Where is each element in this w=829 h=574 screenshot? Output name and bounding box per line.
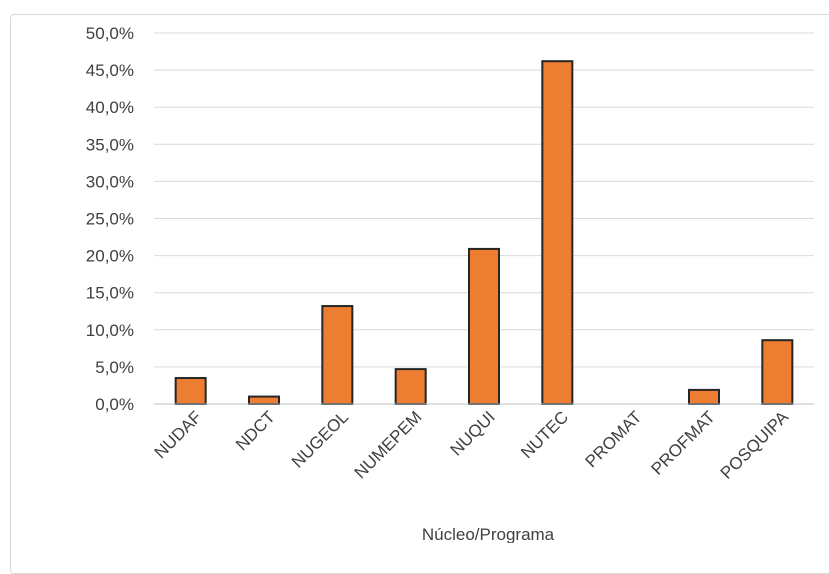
x-tick-label-nudaf: NUDAF bbox=[151, 407, 206, 462]
x-tick-label-ndct: NDCT bbox=[232, 407, 279, 454]
x-axis-title: Núcleo/Programa bbox=[422, 525, 555, 543]
bar-nugeol bbox=[321, 305, 354, 405]
bars bbox=[174, 60, 794, 406]
y-tick-label: 50,0% bbox=[86, 24, 134, 43]
bar-ndct bbox=[248, 395, 280, 405]
bar-nudaf bbox=[174, 377, 207, 405]
bar-chart: 0,0% 5,0% 10,0% 15,0% 20,0% 25,0% 30,0% 35,0% 40… bbox=[86, 24, 814, 543]
y-tick-label: 30,0% bbox=[86, 172, 134, 191]
y-tick-label: 5,0% bbox=[95, 358, 134, 377]
y-tick-label: 10,0% bbox=[86, 321, 134, 340]
y-axis-tick-labels: 0,0% 5,0% 10,0% 15,0% 20,0% 25,0% 30,0% 35,0% 40… bbox=[86, 24, 134, 414]
y-tick-label: 25,0% bbox=[86, 210, 134, 229]
x-tick-label-posquipa: POSQUIPA bbox=[717, 407, 793, 483]
bar-numepem bbox=[394, 368, 427, 406]
y-tick-label: 35,0% bbox=[86, 135, 134, 154]
bar-nutec bbox=[541, 60, 574, 405]
x-tick-label-numepem: NUMEPEM bbox=[351, 407, 426, 482]
y-tick-label: 40,0% bbox=[86, 98, 134, 117]
bar-profmat bbox=[688, 388, 720, 406]
y-tick-label: 45,0% bbox=[86, 61, 134, 80]
y-tick-label: 15,0% bbox=[86, 284, 134, 303]
x-tick-label-nutec: NUTEC bbox=[517, 407, 572, 462]
bar-nuqui bbox=[468, 247, 500, 405]
x-tick-label-profmat: PROFMAT bbox=[648, 407, 719, 478]
x-tick-label-nuqui: NUQUI bbox=[447, 407, 499, 459]
bar-posquipa bbox=[761, 339, 794, 405]
y-tick-label: 20,0% bbox=[86, 247, 134, 266]
x-tick-label-nugeol: NUGEOL bbox=[288, 407, 352, 471]
x-tick-label-promat: PROMAT bbox=[582, 407, 646, 471]
y-tick-label: 0,0% bbox=[95, 395, 134, 414]
